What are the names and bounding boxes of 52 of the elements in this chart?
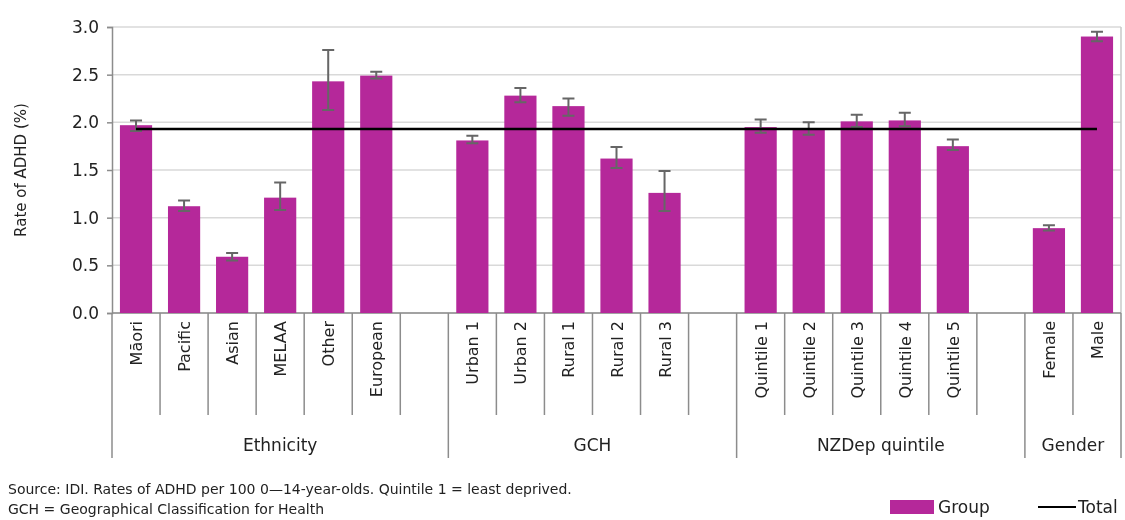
bar (167, 206, 201, 313)
bar (648, 192, 681, 313)
text: GCH = Geographical Classification for Health (8, 501, 325, 517)
y-tick-label: 1.0 (71, 207, 99, 228)
y-tick-label: 2.5 (71, 64, 99, 85)
x-tick-label: Asian (223, 321, 243, 365)
text: NZDep quintile (816, 435, 945, 455)
x-tick-label: Quintile 1 (751, 321, 771, 399)
bar (792, 129, 825, 313)
bar (216, 256, 249, 313)
bar (936, 146, 969, 313)
text: Gender (1041, 435, 1105, 455)
legend-label: Group (938, 497, 990, 517)
text: Ethnicity (242, 435, 318, 455)
y-axis-title: Rate of ADHD (%) (12, 103, 30, 237)
x-tick-label: MELAA (271, 320, 291, 377)
x-tick-label: Quintile 4 (895, 321, 915, 399)
bar (888, 120, 921, 313)
bar (456, 140, 489, 313)
bar (264, 197, 297, 313)
text: GCH (573, 435, 612, 455)
x-tick-label: Male (1087, 321, 1107, 359)
bar (1032, 228, 1066, 313)
x-tick-label: Māori (127, 321, 147, 366)
bar (552, 106, 585, 313)
bar (840, 121, 873, 313)
x-tick-label: Other (319, 320, 339, 367)
bar (504, 95, 537, 313)
y-tick-label: 3.0 (71, 16, 99, 37)
x-tick-label: European (367, 321, 387, 398)
y-tick-label: 0.0 (71, 302, 99, 323)
x-tick-label: Pacific (175, 321, 195, 372)
bar (1080, 36, 1114, 313)
legend-label: Total (1077, 497, 1118, 517)
x-tick-label: Rural 2 (607, 321, 627, 378)
x-tick-label: Female (1039, 321, 1059, 379)
x-tick-label: Quintile 2 (799, 321, 819, 399)
x-tick-label: Urban 2 (511, 321, 531, 385)
bar (312, 81, 345, 313)
bar (744, 127, 777, 313)
bar (600, 158, 633, 313)
x-tick-label: Urban 1 (463, 321, 483, 385)
x-tick-label: Quintile 5 (943, 321, 963, 399)
y-tick-label: 0.5 (71, 255, 99, 276)
y-tick-label: 1.5 (71, 159, 99, 180)
x-tick-label: Rural 1 (559, 321, 579, 378)
y-tick-label: 2.0 (71, 112, 99, 133)
source-note: Source: IDI. Rates of ADHD per 100 0—14-year-olds. Quintile 1 = least deprived. (8, 481, 572, 497)
x-tick-label: Quintile 3 (847, 321, 867, 399)
bar (119, 125, 153, 313)
x-tick-label: Rural 3 (655, 321, 675, 378)
bar (360, 75, 393, 313)
